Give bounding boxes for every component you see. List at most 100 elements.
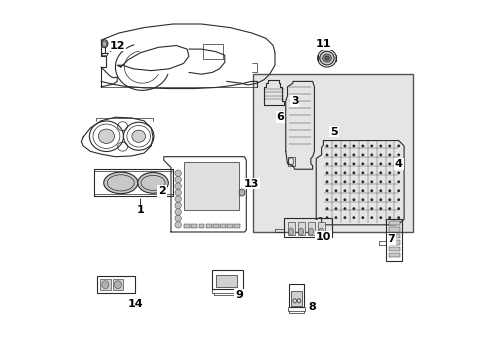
Circle shape xyxy=(379,189,382,192)
Text: 5: 5 xyxy=(330,127,337,136)
Circle shape xyxy=(343,180,346,183)
Circle shape xyxy=(334,189,337,192)
Circle shape xyxy=(352,216,355,219)
Circle shape xyxy=(334,198,337,201)
Circle shape xyxy=(343,162,346,165)
Circle shape xyxy=(352,207,355,210)
Circle shape xyxy=(387,216,390,219)
Circle shape xyxy=(387,153,390,156)
Circle shape xyxy=(379,207,382,210)
Circle shape xyxy=(387,207,390,210)
Text: 2: 2 xyxy=(158,186,165,196)
Circle shape xyxy=(352,153,355,156)
Bar xyxy=(386,220,402,261)
Circle shape xyxy=(361,162,364,165)
Circle shape xyxy=(352,189,355,192)
Circle shape xyxy=(343,144,346,147)
Text: 9: 9 xyxy=(235,290,243,300)
Circle shape xyxy=(343,153,346,156)
Ellipse shape xyxy=(308,228,313,235)
Text: 1: 1 xyxy=(136,206,144,216)
Text: 13: 13 xyxy=(244,179,259,189)
Text: 8: 8 xyxy=(308,302,316,312)
Circle shape xyxy=(369,153,372,156)
Circle shape xyxy=(334,153,337,156)
Bar xyxy=(220,224,225,228)
Circle shape xyxy=(334,216,337,219)
Circle shape xyxy=(369,198,372,201)
Ellipse shape xyxy=(288,228,293,235)
Circle shape xyxy=(379,198,382,201)
Circle shape xyxy=(396,207,399,210)
Circle shape xyxy=(325,171,328,174)
Circle shape xyxy=(325,216,328,219)
Bar xyxy=(388,247,399,251)
Circle shape xyxy=(396,144,399,147)
Circle shape xyxy=(379,153,382,156)
Circle shape xyxy=(387,198,390,201)
Bar xyxy=(234,224,240,228)
Ellipse shape xyxy=(318,228,323,235)
Circle shape xyxy=(175,202,181,209)
Circle shape xyxy=(325,144,328,147)
Bar xyxy=(183,162,239,211)
Circle shape xyxy=(334,180,337,183)
Ellipse shape xyxy=(298,228,303,235)
Circle shape xyxy=(343,171,346,174)
Bar xyxy=(388,253,399,257)
Bar xyxy=(184,224,190,228)
Bar xyxy=(198,224,204,228)
Circle shape xyxy=(175,215,181,222)
Bar xyxy=(307,222,314,234)
Circle shape xyxy=(379,144,382,147)
Text: 4: 4 xyxy=(394,159,402,169)
Bar xyxy=(97,276,135,293)
Bar xyxy=(284,218,332,237)
Circle shape xyxy=(175,170,181,176)
Bar xyxy=(388,234,399,238)
Circle shape xyxy=(369,189,372,192)
Circle shape xyxy=(369,171,372,174)
Circle shape xyxy=(325,180,328,183)
Bar xyxy=(388,221,399,225)
Circle shape xyxy=(175,209,181,215)
Circle shape xyxy=(325,198,328,201)
Circle shape xyxy=(369,216,372,219)
Text: 6: 6 xyxy=(276,112,284,122)
Circle shape xyxy=(334,207,337,210)
Circle shape xyxy=(343,189,346,192)
Circle shape xyxy=(396,189,399,192)
Circle shape xyxy=(361,207,364,210)
Circle shape xyxy=(361,189,364,192)
Bar xyxy=(289,284,303,307)
Bar xyxy=(253,74,412,232)
Circle shape xyxy=(379,180,382,183)
Text: 12: 12 xyxy=(109,41,125,50)
Circle shape xyxy=(387,144,390,147)
Ellipse shape xyxy=(114,281,121,289)
Bar xyxy=(290,291,301,306)
Circle shape xyxy=(352,171,355,174)
Bar xyxy=(317,222,324,234)
Bar xyxy=(215,275,237,287)
Circle shape xyxy=(396,162,399,165)
Bar xyxy=(227,224,233,228)
Circle shape xyxy=(334,144,337,147)
Circle shape xyxy=(379,216,382,219)
Text: 14: 14 xyxy=(127,299,142,309)
Bar xyxy=(287,222,294,234)
Circle shape xyxy=(175,222,181,228)
Circle shape xyxy=(396,198,399,201)
Circle shape xyxy=(369,162,372,165)
Circle shape xyxy=(352,180,355,183)
Circle shape xyxy=(361,171,364,174)
Text: 10: 10 xyxy=(315,232,330,242)
Circle shape xyxy=(325,207,328,210)
Ellipse shape xyxy=(324,56,328,60)
Circle shape xyxy=(325,162,328,165)
Ellipse shape xyxy=(102,41,106,46)
Circle shape xyxy=(361,198,364,201)
Circle shape xyxy=(334,171,337,174)
Bar xyxy=(287,157,294,166)
Circle shape xyxy=(361,153,364,156)
